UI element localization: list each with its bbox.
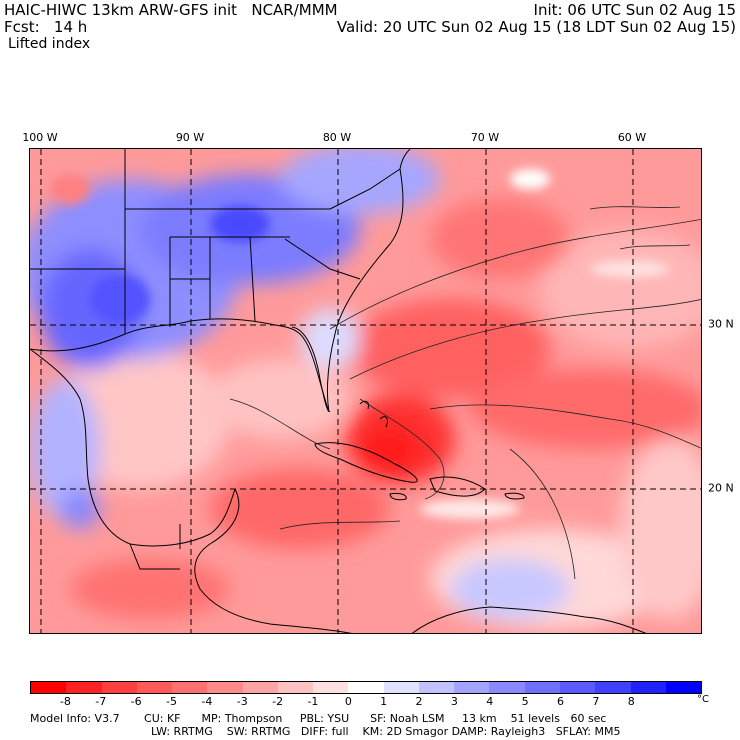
colorbar-swatch [489,682,525,693]
colorbar-swatch [313,682,349,693]
colorbar-swatch [559,682,596,693]
colorbar-swatch [595,682,631,693]
colorbar-swatch [172,682,208,693]
lon-label-70w: 70 W [470,131,500,144]
lon-label-100w: 100 W [22,131,58,144]
colorbar-tick-label: 2 [415,695,423,708]
colorbar-swatch [136,682,173,693]
colorbar-tick-label: -1 [307,695,319,708]
shading-detail [50,169,670,519]
colorbar-swatch [277,682,314,693]
colorbar-tick-label: -8 [59,695,71,708]
lon-label-80w: 80 W [322,131,352,144]
colorbar-unit: °C [697,694,709,705]
colorbar-swatch [454,682,490,693]
colorbar-swatch [66,682,102,693]
colorbar-swatch [665,682,702,693]
colorbar-swatch [242,682,278,693]
lon-label-90w: 90 W [175,131,205,144]
colorbar-tick-label: -7 [95,695,107,708]
colorbar-tick-label: -3 [236,695,248,708]
model-info-line1: Model Info: V3.7 CU: KF MP: Thompson PBL… [30,712,607,725]
model-info-line2: LW: RRTMG SW: RRTMG DIFF: full KM: 2D Sm… [151,725,621,738]
colorbar-tick-label: 7 [592,695,600,708]
colorbar-tick-label: 6 [557,695,565,708]
colorbar-swatch [524,682,560,693]
lat-label-20n: 20 N [708,481,734,495]
colorbar-swatch [31,682,67,693]
lifted-index-map [29,148,702,634]
lon-label-60w: 60 W [617,131,647,144]
shading-field [30,149,701,629]
colorbar-swatch [418,682,455,693]
colorbar-tick-label: 5 [521,695,529,708]
field-name: Lifted index [8,36,91,52]
init-time: Init: 06 UTC Sun 02 Aug 15 [533,1,736,19]
colorbar-tick-label: -2 [272,695,284,708]
colorbar-swatch [348,682,384,693]
colorbar-swatch [630,682,666,693]
lat-label-30n: 30 N [708,317,734,331]
colorbar-swatch [207,682,243,693]
valid-time: Valid: 20 UTC Sun 02 Aug 15 (18 LDT Sun … [336,18,736,36]
colorbar-tick-label: 8 [627,695,635,708]
contour-lines [229,206,701,580]
colorbar-tick-label: -5 [165,695,177,708]
colorbar-tick-label: 3 [450,695,458,708]
colorbar-tick-label: 0 [344,695,352,708]
forecast-hour: Fcst: 14 h [4,18,88,36]
colorbar-swatch [101,682,137,693]
colorbar-tick-label: -4 [201,695,213,708]
lat-lon-grid [30,149,701,633]
colorbar [30,681,702,694]
colorbar-tick-label: 4 [486,695,494,708]
colorbar-tick-label: 1 [380,695,388,708]
colorbar-swatch [383,682,419,693]
map-graphic [30,149,701,633]
colorbar-tick-label: -6 [130,695,142,708]
model-title: HAIC-HIWC 13km ARW-GFS init NCAR/MMM [4,1,338,19]
